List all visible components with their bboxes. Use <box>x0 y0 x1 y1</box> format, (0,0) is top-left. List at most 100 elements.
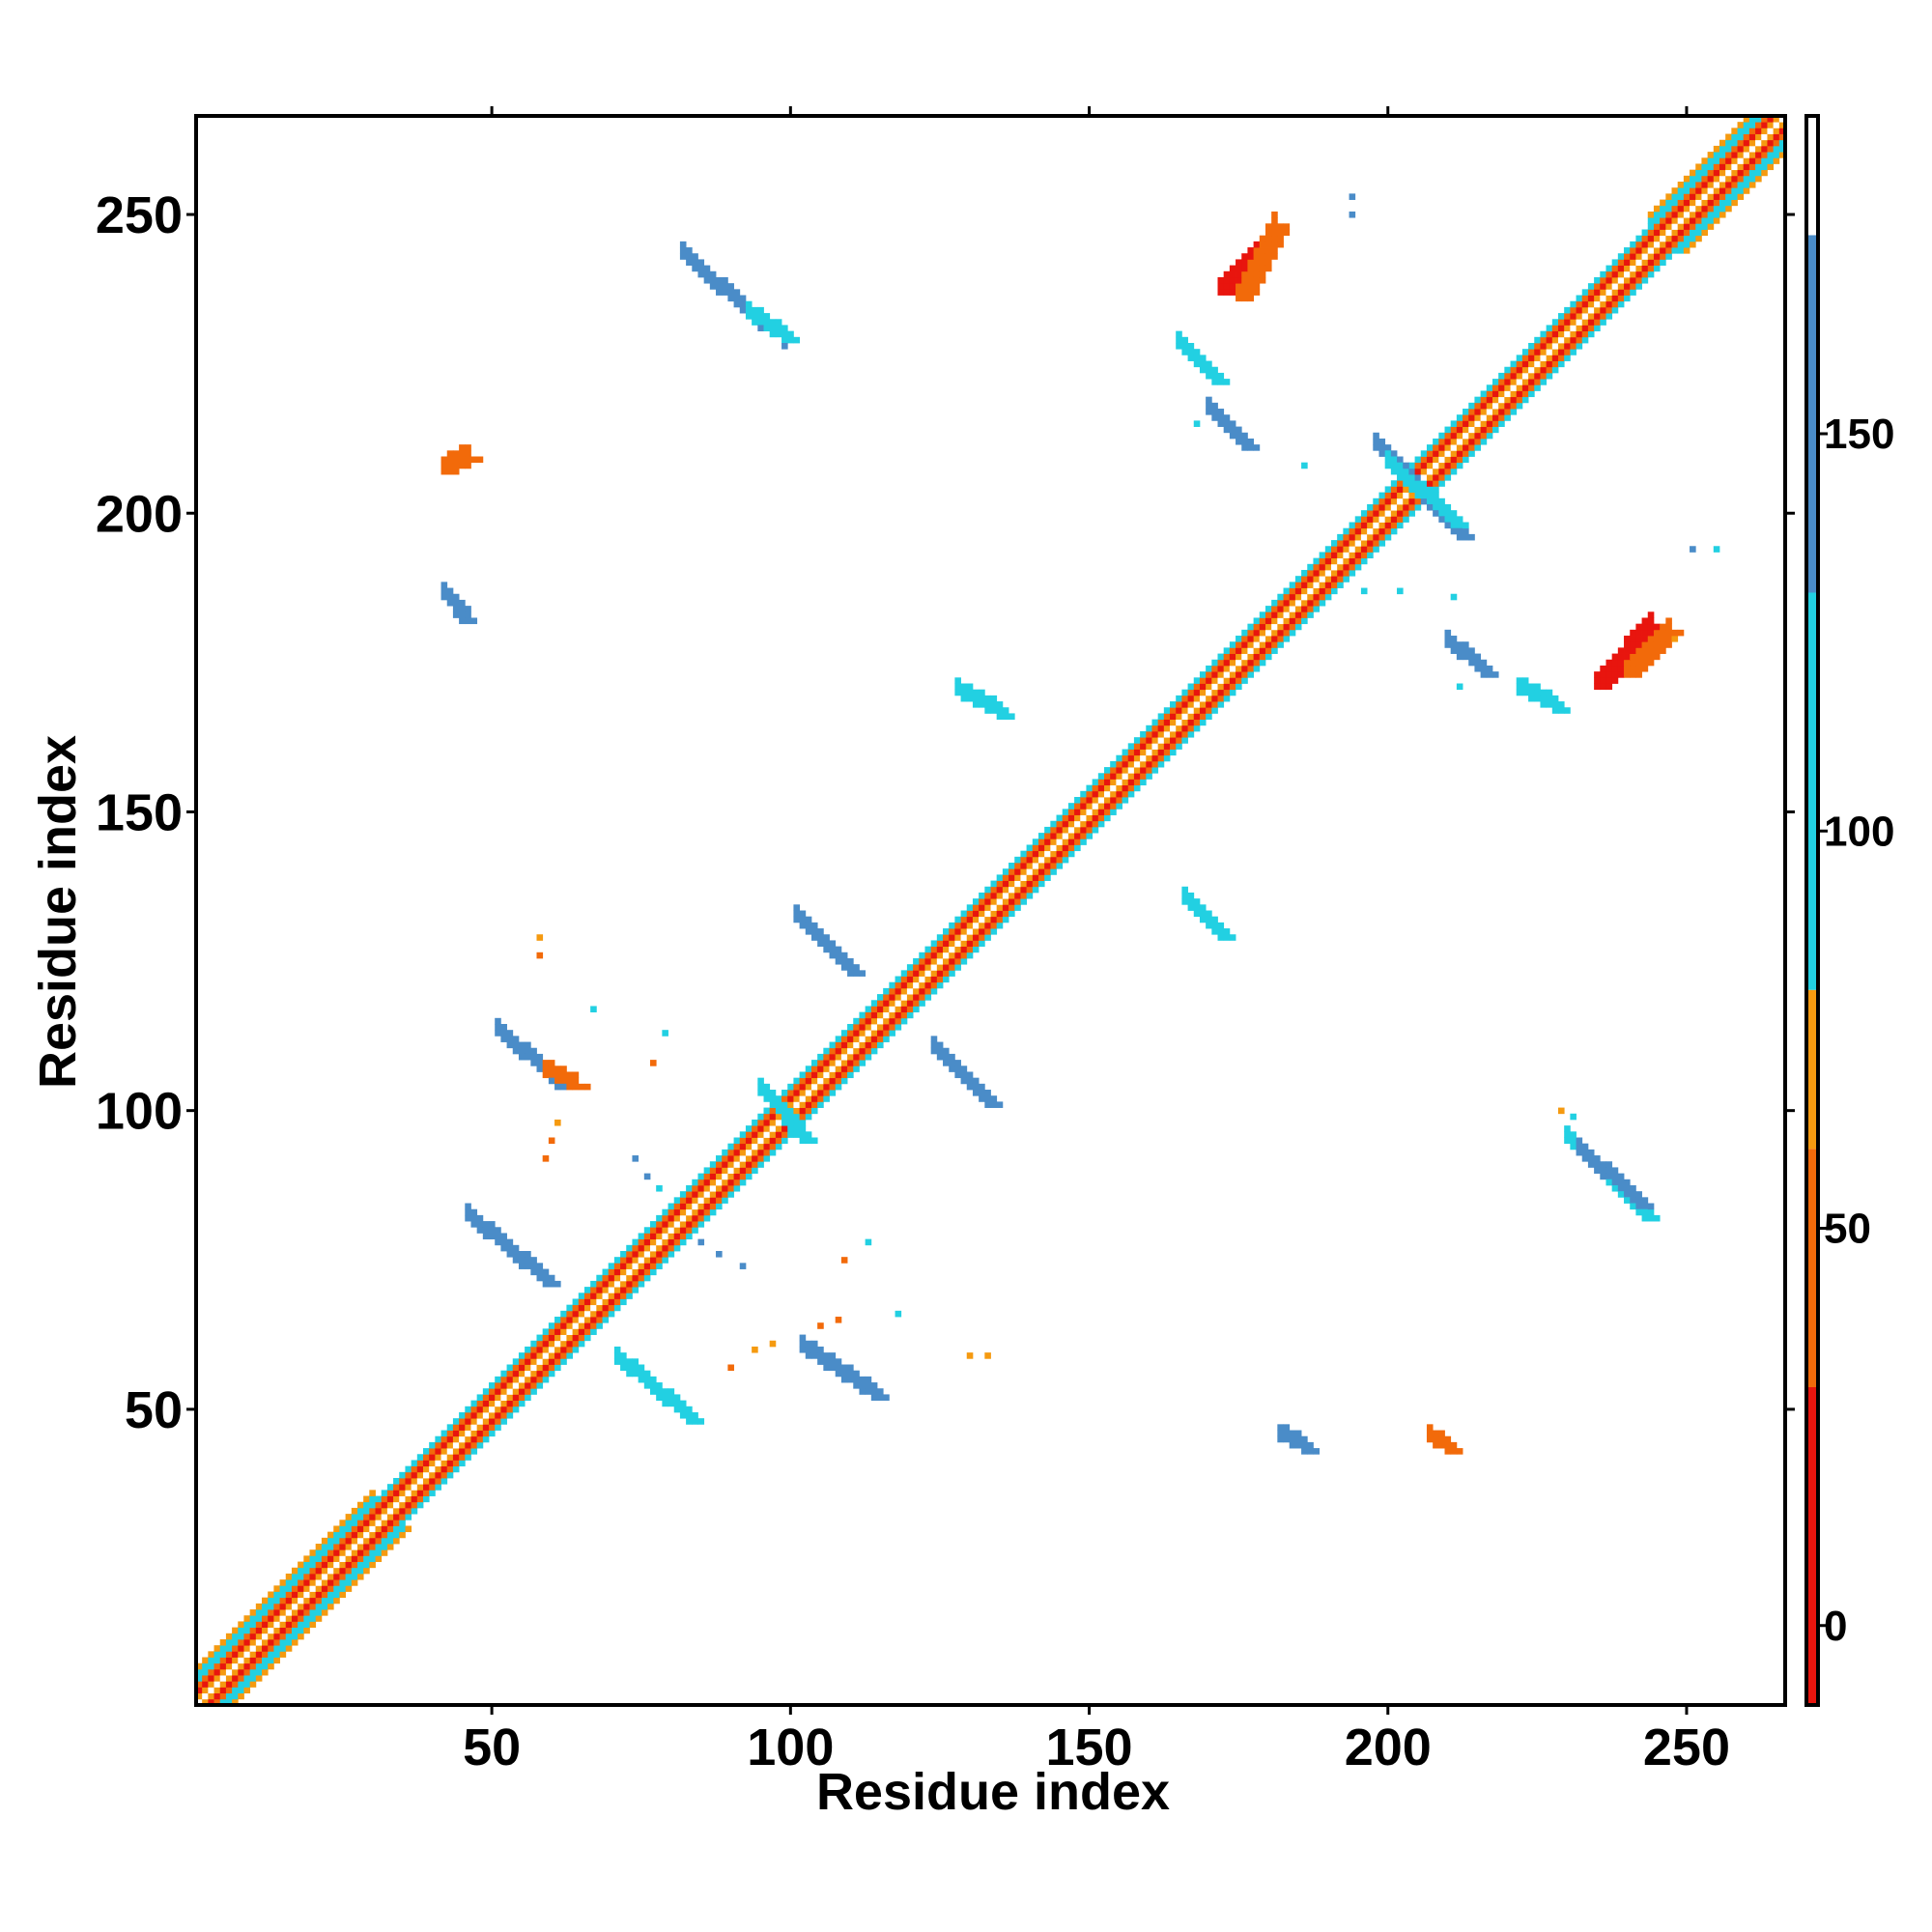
heatmap-cell <box>1122 797 1129 804</box>
heatmap-cell <box>613 1346 621 1353</box>
heatmap-cell <box>1181 689 1188 696</box>
heatmap-cell <box>363 1549 370 1556</box>
heatmap-cell <box>470 1400 478 1407</box>
heatmap-cell <box>386 1537 394 1545</box>
heatmap-cell <box>1725 187 1732 194</box>
heatmap-cell <box>1170 724 1177 732</box>
heatmap-cell <box>1474 402 1481 410</box>
heatmap-cell <box>1390 480 1398 487</box>
heatmap-cell <box>1594 313 1601 320</box>
heatmap-cell <box>315 1591 323 1599</box>
heatmap-cell <box>1767 122 1775 128</box>
heatmap-cell <box>1516 677 1523 684</box>
heatmap-cell <box>1456 647 1463 654</box>
heatmap-cell <box>626 1251 633 1258</box>
heatmap-cell <box>1630 253 1636 260</box>
heatmap-cell <box>1181 886 1188 894</box>
heatmap-cell <box>1289 611 1296 618</box>
heatmap-cell <box>566 1322 573 1329</box>
heatmap-cell <box>279 1597 287 1605</box>
heatmap-cell <box>1450 468 1458 475</box>
heatmap-cell <box>1581 1149 1589 1156</box>
heatmap-cell <box>459 462 466 469</box>
heatmap-cell <box>1420 474 1428 481</box>
heatmap-cell <box>500 1382 507 1389</box>
heatmap-cell <box>1354 563 1362 571</box>
heatmap-cell <box>823 1083 830 1091</box>
heatmap-cell <box>333 1585 340 1592</box>
heatmap-cell <box>489 1418 496 1425</box>
heatmap-cell <box>919 994 925 1001</box>
heatmap-cell <box>1761 116 1768 123</box>
heatmap-cell <box>1581 319 1589 326</box>
heatmap-cell <box>435 1448 441 1455</box>
heatmap-cell <box>722 1155 728 1162</box>
heatmap-cell <box>1713 182 1720 188</box>
heatmap-cell <box>1360 527 1368 535</box>
heatmap-cell <box>470 1435 478 1443</box>
heatmap-cell <box>1324 593 1332 601</box>
heatmap-cell <box>345 1561 353 1569</box>
heatmap-cell <box>1247 438 1254 445</box>
heatmap-cell <box>1253 665 1261 672</box>
heatmap-cell <box>673 1238 681 1246</box>
heatmap-cell <box>345 1520 353 1526</box>
heatmap-cell <box>1163 730 1171 738</box>
heatmap-cell <box>1217 671 1225 678</box>
heatmap-cell <box>303 1579 310 1586</box>
heatmap-cell <box>1319 576 1326 582</box>
heatmap-cell <box>936 976 944 983</box>
x-tick-label: 250 <box>1643 1719 1730 1776</box>
heatmap-cell <box>1116 773 1122 780</box>
heatmap-cell <box>243 1668 251 1676</box>
heatmap-cell <box>1199 677 1207 684</box>
heatmap-cell <box>506 1238 514 1246</box>
heatmap-cell <box>1211 379 1218 385</box>
y-tick-label: 250 <box>96 186 183 244</box>
heatmap-cell <box>572 1298 580 1306</box>
heatmap-cell <box>315 1615 323 1622</box>
heatmap-cell <box>243 1645 251 1652</box>
heatmap-cell <box>219 1668 227 1676</box>
heatmap-cell <box>1146 767 1152 774</box>
heatmap-cell <box>1725 152 1732 158</box>
heatmap-cell <box>1086 790 1094 798</box>
heatmap-cell <box>393 1514 400 1520</box>
heatmap-cell <box>208 1657 214 1664</box>
heatmap-cell <box>805 1083 812 1091</box>
heatmap-cell <box>829 1071 837 1079</box>
heatmap-cell <box>1534 379 1541 385</box>
heatmap-cell <box>656 1263 663 1269</box>
heatmap-cell <box>984 892 991 899</box>
heatmap-cell <box>238 1621 244 1628</box>
heatmap-cell <box>643 1376 651 1383</box>
heatmap-cell <box>1480 671 1488 678</box>
heatmap-cell <box>1605 270 1613 278</box>
heatmap-cell <box>1438 497 1445 505</box>
heatmap-cell <box>1163 743 1171 750</box>
heatmap-cell <box>1206 922 1212 929</box>
heatmap-cell <box>870 1030 878 1037</box>
heatmap-cell <box>363 1514 370 1520</box>
heatmap-cell <box>990 898 998 905</box>
heatmap-cell <box>327 1544 334 1550</box>
heatmap-cell <box>1403 462 1409 469</box>
heatmap-cell <box>1002 880 1009 888</box>
heatmap-cell <box>835 957 842 965</box>
heatmap-cell <box>757 1077 764 1085</box>
heatmap-cell <box>722 1184 728 1192</box>
heatmap-cell <box>1660 217 1666 224</box>
heatmap-cell <box>608 1268 615 1276</box>
heatmap-cell <box>1236 683 1242 691</box>
heatmap-cell <box>495 1233 501 1240</box>
heatmap-cell <box>1211 701 1218 708</box>
heatmap-cell <box>990 916 998 923</box>
heatmap-cell <box>1397 516 1404 523</box>
heatmap-cell <box>643 1227 651 1234</box>
heatmap-cell <box>1384 462 1392 469</box>
heatmap-cell <box>423 1460 430 1467</box>
heatmap-cell <box>1713 217 1720 224</box>
heatmap-cell <box>984 1090 991 1096</box>
heatmap-cell <box>1647 217 1655 224</box>
